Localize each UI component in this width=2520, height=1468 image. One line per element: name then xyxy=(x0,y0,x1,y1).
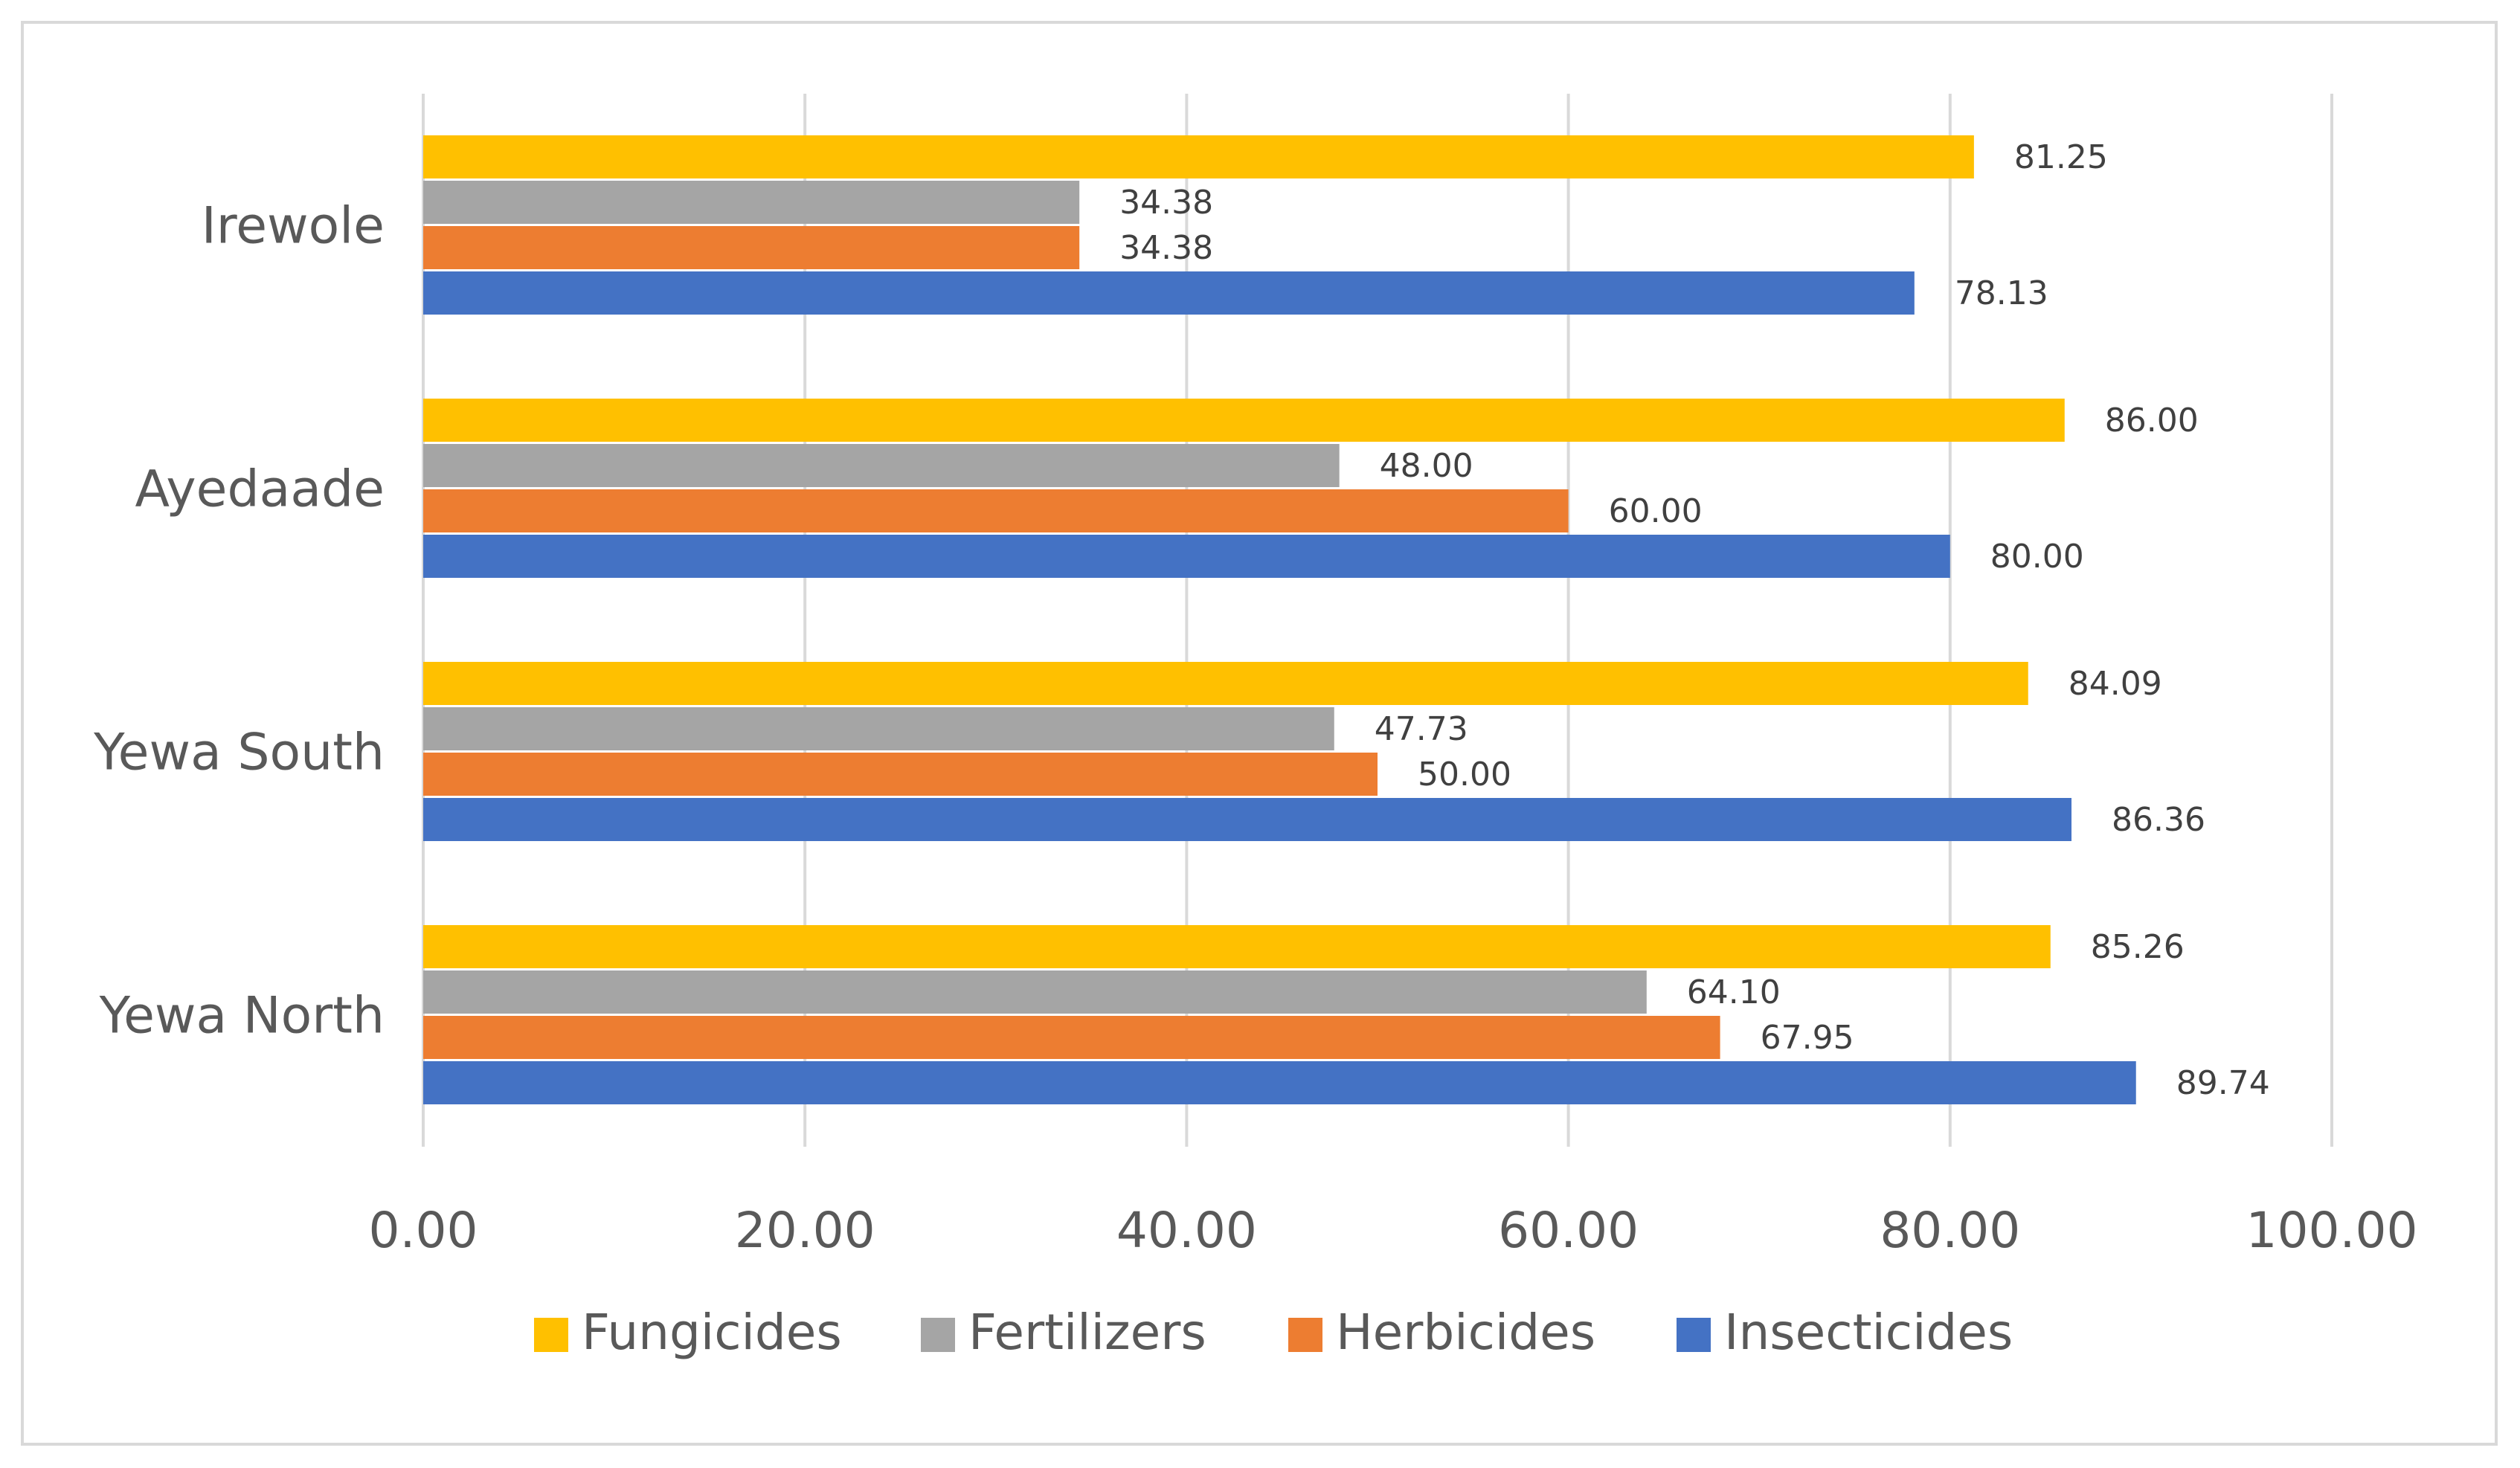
data-label-fertilizers-yewa-south: 47.73 xyxy=(1375,710,1468,748)
data-label-fungicides-ayedaade: 86.00 xyxy=(2105,402,2199,440)
legend-label-insecticides: Insecticides xyxy=(1724,1304,2013,1361)
bar-herbicides-ayedaade xyxy=(423,489,1569,532)
data-label-insecticides-irewole: 78.13 xyxy=(1955,274,2048,312)
data-label-fertilizers-yewa-north: 64.10 xyxy=(1687,973,1781,1011)
bar-insecticides-yewa-south xyxy=(423,798,2071,841)
data-label-herbicides-yewa-north: 67.95 xyxy=(1761,1019,1854,1057)
legend-label-fertilizers: Fertilizers xyxy=(968,1304,1206,1361)
category-label: Irewole xyxy=(202,197,385,256)
bar-herbicides-irewole xyxy=(423,226,1080,269)
x-tick-label: 0.00 xyxy=(369,1202,478,1259)
legend-swatch-herbicides xyxy=(1288,1318,1322,1352)
data-label-herbicides-yewa-south: 50.00 xyxy=(1418,756,1511,793)
bar-fungicides-yewa-south xyxy=(423,662,2028,705)
legend-swatch-fungicides xyxy=(534,1318,568,1352)
x-tick-label: 40.00 xyxy=(1116,1202,1257,1259)
x-tick-label: 100.00 xyxy=(2246,1202,2418,1259)
chart-frame: 81.25 34.38 34.38 78.13 Irewole 86.00 48.00 60.… xyxy=(21,21,2498,1446)
data-label-fungicides-irewole: 81.25 xyxy=(2014,138,2108,176)
legend-label-fungicides: Fungicides xyxy=(582,1304,842,1361)
legend-swatch-insecticides xyxy=(1677,1318,1711,1352)
bar-fertilizers-yewa-south xyxy=(423,707,1334,750)
data-label-fungicides-yewa-south: 84.09 xyxy=(2069,665,2162,703)
x-tick-label: 60.00 xyxy=(1498,1202,1639,1259)
data-label-insecticides-yewa-north: 89.74 xyxy=(2176,1064,2270,1102)
bar-fertilizers-yewa-north xyxy=(423,970,1647,1014)
bar-insecticides-yewa-north xyxy=(423,1061,2136,1104)
bar-fertilizers-irewole xyxy=(423,181,1080,224)
legend-swatch-fertilizers xyxy=(921,1318,955,1352)
data-label-herbicides-irewole: 34.38 xyxy=(1119,229,1213,267)
x-tick-label: 20.00 xyxy=(735,1202,875,1259)
bar-herbicides-yewa-south xyxy=(423,753,1378,796)
data-label-fertilizers-irewole: 34.38 xyxy=(1119,184,1213,222)
x-tick-label: 80.00 xyxy=(1880,1202,2020,1259)
data-label-fungicides-yewa-north: 85.26 xyxy=(2091,928,2185,966)
bar-herbicides-yewa-north xyxy=(423,1016,1720,1059)
data-label-insecticides-yewa-south: 86.36 xyxy=(2112,801,2205,839)
bar-insecticides-ayedaade xyxy=(423,535,1950,578)
data-label-fertilizers-ayedaade: 48.00 xyxy=(1380,447,1473,485)
bar-fungicides-ayedaade xyxy=(423,399,2065,442)
bar-fungicides-irewole xyxy=(423,135,1974,178)
data-label-insecticides-ayedaade: 80.00 xyxy=(1990,538,2084,576)
bar-insecticides-irewole xyxy=(423,271,1915,315)
legend-label-herbicides: Herbicides xyxy=(1336,1304,1595,1361)
category-label: Yewa South xyxy=(93,724,385,782)
bar-fertilizers-ayedaade xyxy=(423,444,1340,487)
category-label: Ayedaade xyxy=(135,460,385,519)
category-label: Yewa North xyxy=(99,987,385,1046)
bar-fungicides-yewa-north xyxy=(423,925,2051,968)
bar-chart: 81.25 34.38 34.38 78.13 Irewole 86.00 48.00 60.… xyxy=(93,94,2418,1361)
data-label-herbicides-ayedaade: 60.00 xyxy=(1609,492,1703,530)
